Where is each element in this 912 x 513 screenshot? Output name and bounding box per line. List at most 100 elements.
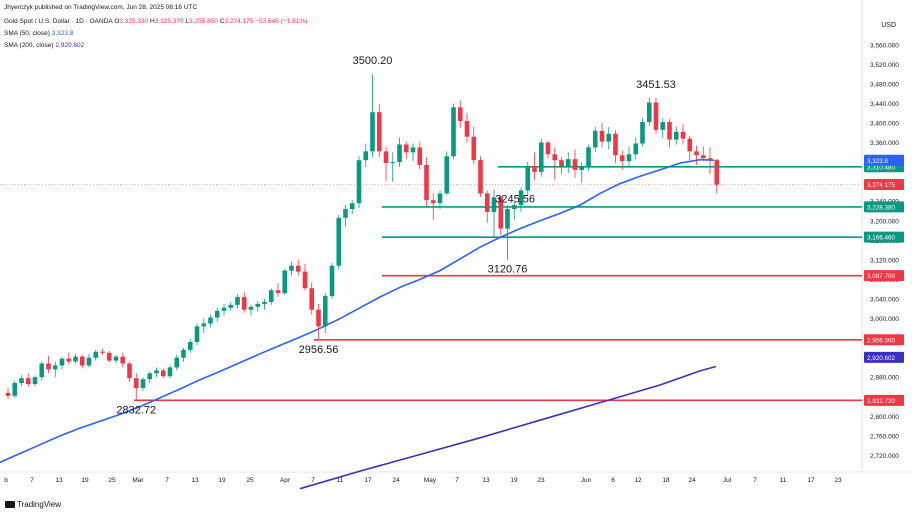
candle-body [93, 351, 99, 358]
candle-body [113, 356, 119, 361]
candle-body [484, 193, 490, 212]
x-tick-label: Mar [132, 477, 144, 484]
y-tick-label: 2,880.000 [870, 375, 899, 382]
currency-label: USD [881, 22, 896, 29]
candle-body [241, 297, 247, 310]
candle-body [25, 378, 31, 385]
low-value: 3,255.850 [189, 18, 218, 25]
candle-body [538, 142, 544, 172]
price-tag [864, 179, 904, 191]
candle-body [694, 151, 699, 156]
price-annotation: 3500.20 [353, 55, 393, 67]
candle-body [599, 130, 605, 142]
sma50-label: SMA (50, close) [4, 30, 50, 37]
y-tick-label: 3,000.000 [870, 316, 899, 323]
candle-body [86, 357, 92, 366]
candle-body [633, 143, 639, 155]
candle-body [417, 147, 423, 166]
candle-body [255, 303, 261, 307]
x-tick-label: 19 [218, 477, 226, 484]
candle-body [12, 383, 18, 396]
resistance-level-tag [864, 334, 904, 346]
publisher-line: Jhyerczyk published on TradingView.com, … [4, 4, 198, 11]
x-tick-label: 19 [510, 477, 518, 484]
candle-body [592, 130, 598, 148]
y-tick-label: 3,520.000 [870, 62, 899, 69]
open-label: O [114, 18, 120, 25]
x-tick-label: 11 [337, 477, 344, 484]
price-annotation: 2956.56 [299, 344, 339, 356]
y-tick-label: 3,040.000 [870, 297, 899, 304]
candle-body [687, 138, 693, 152]
candle-body [559, 160, 564, 167]
high-value: 3,325.370 [154, 18, 184, 25]
candle-body [673, 131, 679, 140]
candle-body [336, 217, 342, 266]
candle-body [525, 166, 531, 191]
support-level-tag [864, 231, 904, 243]
candle-body [619, 155, 625, 162]
candle-body [39, 363, 45, 378]
candle-body [316, 309, 321, 327]
candle-body [127, 363, 132, 379]
x-tick-label: 23 [537, 477, 545, 484]
price-annotation: 3245.56 [495, 194, 535, 206]
resistance-level-label: 2,956.560 [867, 337, 896, 344]
x-tick-label: 25 [108, 477, 116, 484]
candle-body [322, 296, 328, 327]
x-tick-label: 7 [455, 477, 459, 484]
y-tick-label: 2,760.000 [870, 433, 899, 440]
candle-body [667, 122, 672, 140]
candle-body [707, 158, 713, 160]
tradingview-wordmark: TradingView [17, 500, 62, 509]
support-level-label: 3,166.460 [867, 235, 896, 242]
candle-body [133, 378, 139, 388]
candle-body [295, 265, 301, 272]
x-tick-label: 12 [634, 477, 642, 484]
candle-body [289, 265, 294, 271]
x-tick-label: 18 [662, 477, 670, 484]
x-tick-label: 24 [392, 477, 400, 484]
candle-body [532, 166, 537, 172]
y-tick-label: 2,720.000 [870, 453, 899, 460]
candle-body [181, 349, 186, 358]
support-level-tag [864, 201, 904, 213]
y-tick-label: 3,400.000 [870, 121, 899, 128]
candle-body [397, 144, 402, 163]
candle-body [248, 306, 254, 310]
candle-body [478, 160, 483, 194]
candle-body [201, 323, 207, 327]
symbol-name: Gold Spot / U.S. Dollar · 1D · OANDA [4, 18, 113, 25]
x-tick-label: 11 [780, 477, 787, 484]
candle-body [505, 209, 510, 229]
x-tick-label: Apr [280, 477, 291, 484]
x-tick-label: 23 [834, 477, 842, 484]
price-tag-label: 2,920.602 [867, 355, 896, 362]
candle-body [552, 154, 558, 161]
candle-body [140, 379, 146, 388]
candle-body [680, 131, 686, 139]
candle-body [228, 304, 234, 308]
x-tick-label: 7 [30, 477, 34, 484]
x-tick-label: 7 [311, 477, 315, 484]
resistance-level-tag [864, 394, 904, 406]
tradingview-logo[interactable]: TradingView [5, 500, 61, 509]
high-label: H [149, 18, 155, 25]
candle-body [120, 356, 126, 364]
sma200-value: 2,920.602 [55, 42, 85, 49]
candle-body [66, 358, 72, 362]
resistance-level-label: 3,087.700 [867, 273, 896, 280]
tradingview-icon [5, 501, 15, 509]
x-tick-label: b [4, 477, 8, 484]
candle-body [363, 151, 369, 161]
candle-body [444, 156, 450, 194]
sma50-line [0, 158, 715, 464]
candle-body [471, 136, 477, 161]
x-tick-label: 7 [165, 477, 169, 484]
candle-body [606, 133, 612, 142]
x-tick-label: 24 [688, 477, 696, 484]
x-tick-label: 13 [482, 477, 490, 484]
sma200-label: SMA (200, close) [4, 42, 54, 49]
x-tick-label: 25 [246, 477, 254, 484]
